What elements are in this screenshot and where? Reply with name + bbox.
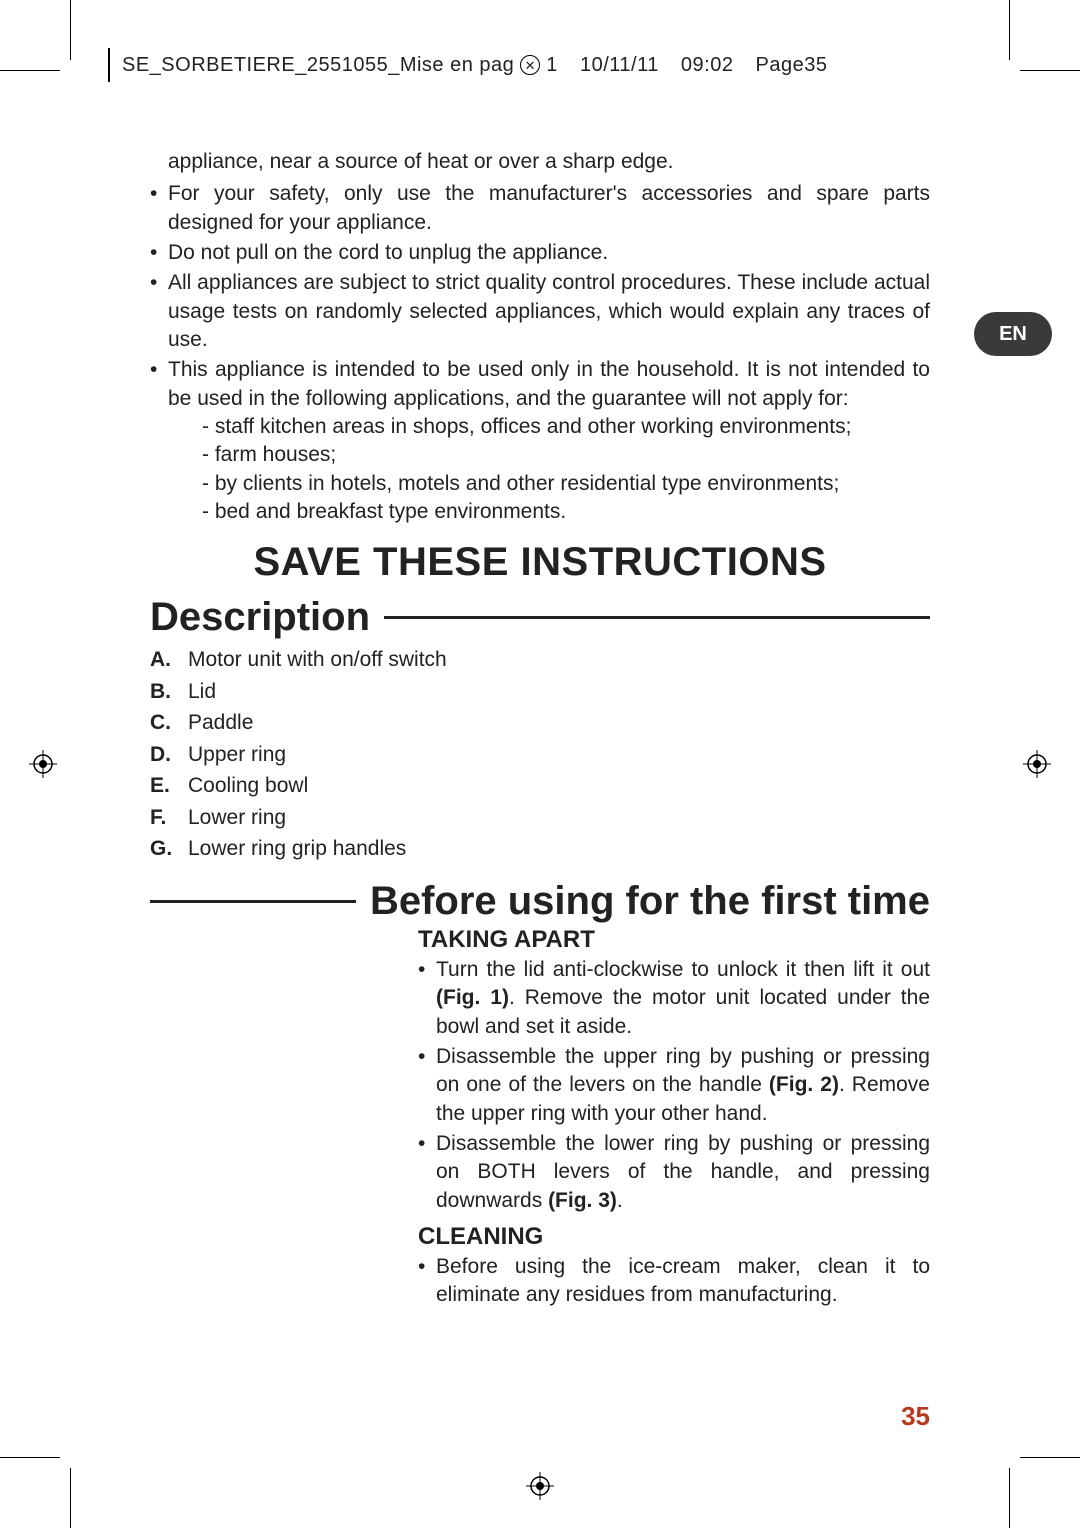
sub-list-item: - farm houses; (202, 441, 930, 469)
description-item-label: B. (150, 676, 188, 708)
heading-rule (150, 900, 356, 903)
crop-mark (0, 70, 60, 71)
header-bar-icon (108, 48, 110, 82)
heading-rule (384, 616, 930, 619)
list-item-text: Disassemble the lower ring by pushing or… (436, 1130, 930, 1215)
description-heading-row: Description (150, 595, 930, 640)
list-item: •Disassemble the lower ring by pushing o… (418, 1130, 930, 1215)
list-item-text: This appliance is intended to be used on… (168, 356, 930, 413)
cleaning-heading: CLEANING (418, 1223, 930, 1251)
list-item: •Turn the lid anti-clockwise to unlock i… (418, 956, 930, 1041)
header-sep (566, 54, 572, 77)
list-item-text: For your safety, only use the manufactur… (168, 180, 930, 237)
language-tab: EN (974, 312, 1052, 356)
description-item: D.Upper ring (150, 739, 930, 771)
bullet-icon: • (150, 180, 168, 237)
bullet-icon: • (418, 1130, 436, 1215)
crop-mark (1009, 1468, 1010, 1528)
header-doc: SE_SORBETIERE_2551055_Mise en pag (122, 54, 514, 77)
bullet-icon: • (150, 356, 168, 413)
crop-mark (1020, 1457, 1080, 1458)
description-item-label: D. (150, 739, 188, 771)
bullet-icon: • (150, 239, 168, 267)
list-item-text: Disassemble the upper ring by pushing or… (436, 1043, 930, 1128)
list-item: •Do not pull on the cord to unplug the a… (150, 239, 930, 267)
description-item-text: Lid (188, 676, 216, 708)
header-time: 09:02 (681, 54, 734, 77)
crop-mark (1020, 70, 1080, 71)
description-heading: Description (150, 595, 370, 640)
page-number: 35 (901, 1401, 930, 1432)
crop-mark (1009, 0, 1010, 60)
bullet-icon: • (418, 1043, 436, 1128)
figure-ref: (Fig. 1) (436, 986, 509, 1009)
description-item: A.Motor unit with on/off switch (150, 644, 930, 676)
description-item: C.Paddle (150, 707, 930, 739)
description-item-label: C. (150, 707, 188, 739)
list-item: •Before using the ice-cream maker, clean… (418, 1253, 930, 1310)
save-instructions-title: SAVE THESE INSTRUCTIONS (150, 540, 930, 585)
list-item: •For your safety, only use the manufactu… (150, 180, 930, 237)
before-heading: Before using for the first time (370, 879, 930, 924)
figure-ref: (Fig. 2) (769, 1073, 839, 1096)
sub-list-item: - by clients in hotels, motels and other… (202, 470, 930, 498)
description-item-label: A. (150, 644, 188, 676)
bullet-icon: • (418, 1253, 436, 1310)
description-item: G.Lower ring grip handles (150, 833, 930, 865)
intro-lead: appliance, near a source of heat or over… (168, 148, 930, 176)
description-item-text: Motor unit with on/off switch (188, 644, 447, 676)
description-item-label: F. (150, 802, 188, 834)
crop-mark (70, 1468, 71, 1528)
description-item-text: Paddle (188, 707, 253, 739)
registration-mark-icon (526, 1472, 554, 1500)
header-date: 10/11/11 (580, 54, 659, 77)
list-item-text: Turn the lid anti-clockwise to unlock it… (436, 956, 930, 1041)
taking-apart-heading: TAKING APART (418, 926, 930, 954)
description-item-text: Upper ring (188, 739, 286, 771)
before-heading-row: Before using for the first time (150, 879, 930, 924)
list-item-text: All appliances are subject to strict qua… (168, 269, 930, 354)
list-item-text: Do not pull on the cord to unplug the ap… (168, 239, 930, 267)
taking-apart-list: •Turn the lid anti-clockwise to unlock i… (418, 956, 930, 1215)
cleaning-list: •Before using the ice-cream maker, clean… (418, 1253, 930, 1310)
description-list: A.Motor unit with on/off switchB.LidC.Pa… (150, 644, 930, 865)
description-item: E.Cooling bowl (150, 770, 930, 802)
header-page: Page35 (756, 54, 828, 77)
list-item-text: Before using the ice-cream maker, clean … (436, 1253, 930, 1310)
header-rev: 1 (546, 54, 558, 77)
registration-mark-icon (1023, 750, 1051, 778)
header-sep (741, 54, 747, 77)
registration-mark-icon (29, 750, 57, 778)
sub-list-item: - bed and breakfast type environments. (202, 498, 930, 526)
crop-mark (0, 1457, 60, 1458)
bullet-icon: • (418, 956, 436, 1041)
description-item-label: E. (150, 770, 188, 802)
running-header: SE_SORBETIERE_2551055_Mise en pag ✕ 1 10… (108, 48, 972, 82)
figure-ref: (Fig. 3) (548, 1189, 617, 1212)
header-sep (667, 54, 673, 77)
description-item-label: G. (150, 833, 188, 865)
description-item: B.Lid (150, 676, 930, 708)
close-icon: ✕ (520, 55, 540, 75)
sub-list-item: - staff kitchen areas in shops, offices … (202, 413, 930, 441)
description-item: F.Lower ring (150, 802, 930, 834)
description-item-text: Lower ring (188, 802, 286, 834)
page-body: appliance, near a source of heat or over… (150, 148, 930, 1310)
crop-mark (70, 0, 71, 60)
list-item: •Disassemble the upper ring by pushing o… (418, 1043, 930, 1128)
description-item-text: Lower ring grip handles (188, 833, 406, 865)
description-item-text: Cooling bowl (188, 770, 308, 802)
list-item: •All appliances are subject to strict qu… (150, 269, 930, 354)
bullet-icon: • (150, 269, 168, 354)
list-item: •This appliance is intended to be used o… (150, 356, 930, 413)
